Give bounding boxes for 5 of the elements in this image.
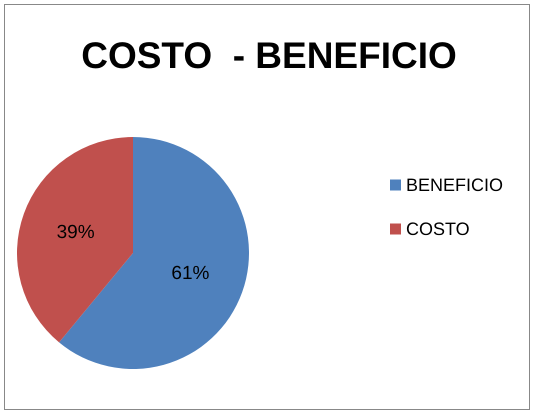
legend-label: BENEFICIO [406,175,504,195]
chart-title: COSTO - BENEFICIO [81,35,457,76]
legend-label: COSTO [406,219,470,239]
data-label: 61% [171,263,210,284]
data-label: 39% [56,222,95,243]
